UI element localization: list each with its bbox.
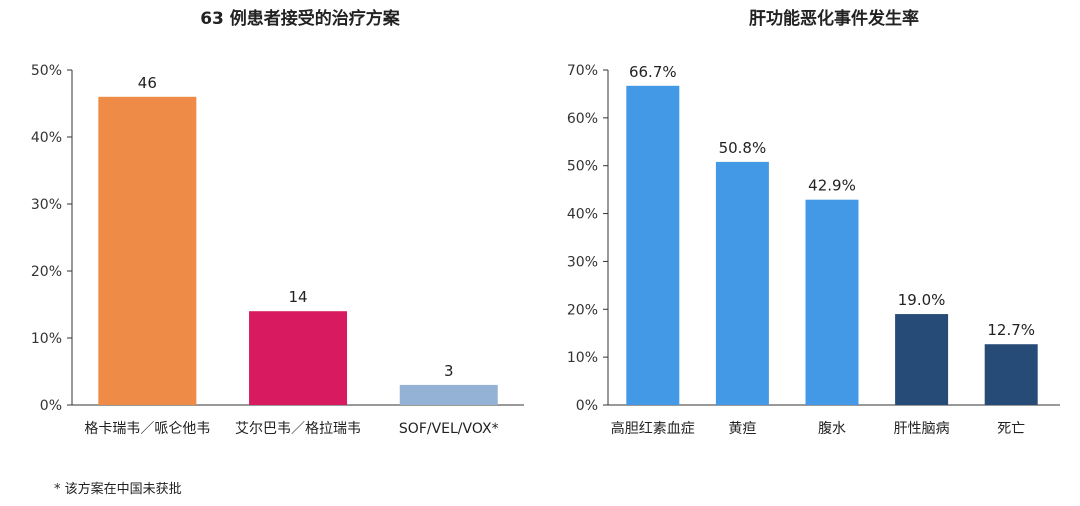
x-category-label: 高胆红素血症: [611, 420, 695, 437]
bar-value-label: 46: [138, 74, 157, 92]
x-category-label: 艾尔巴韦／格拉瑞韦: [235, 421, 361, 437]
bar: [98, 96, 197, 406]
y-tick-label: 40%: [567, 207, 598, 223]
y-tick-label: 40%: [31, 130, 62, 146]
bar: [249, 311, 348, 405]
bar-value-label: 42.9%: [808, 177, 856, 195]
x-category-label: SOF/VEL/VOX*: [399, 421, 499, 437]
y-tick-label: 60%: [567, 111, 598, 127]
bar: [626, 85, 680, 406]
y-tick-label: 10%: [31, 331, 62, 347]
x-category-label: 死亡: [997, 421, 1025, 437]
y-tick-label: 20%: [31, 264, 62, 280]
chart-title-liver-events: 肝功能恶化事件发生率: [749, 8, 919, 29]
bar: [805, 199, 859, 405]
y-tick-label: 30%: [31, 197, 62, 213]
bar-value-label: 19.0%: [898, 291, 946, 309]
x-category-label: 黄疸: [728, 420, 756, 437]
bar-value-label: 66.7%: [629, 63, 677, 81]
x-category-label: 腹水: [818, 420, 846, 437]
chart-title-treatment: 63 例患者接受的治疗方案: [200, 8, 401, 29]
y-tick-label: 20%: [567, 302, 598, 318]
y-tick-label: 0%: [576, 398, 598, 414]
charts-canvas: 63 例患者接受的治疗方案 肝功能恶化事件发生率 0%10%20%30%40%5…: [31, 8, 1060, 437]
footnote: * 该方案在中国未获批: [54, 482, 182, 497]
x-category-label: 肝性脑病: [894, 421, 950, 437]
bar-value-label: 12.7%: [987, 321, 1035, 339]
liver-events-bar-chart: 0% 10% 20% 30% 40% 50% 60% 70% 66.7% 高胆红素血症 50.8% 黄…: [567, 63, 1060, 437]
bar-value-label: 50.8%: [719, 139, 767, 157]
bar: [984, 344, 1038, 405]
bar: [895, 314, 949, 405]
bar-value-label: 14: [289, 288, 308, 306]
y-tick-label: 50%: [31, 63, 62, 79]
y-tick-label: 70%: [567, 63, 598, 79]
y-tick-label: 30%: [567, 254, 598, 270]
bar-value-label: 3: [444, 362, 454, 380]
bar: [715, 161, 769, 405]
x-category-label: 格卡瑞韦／哌仑他韦: [84, 420, 210, 437]
y-tick-label: 0%: [40, 398, 62, 414]
y-tick-label: 50%: [567, 159, 598, 175]
treatment-bar-chart: 0% 10% 20% 30% 40% 50% 46 格卡瑞韦／哌仑他韦 14 艾尔巴韦／格拉瑞韦 3…: [31, 63, 524, 437]
bar: [399, 384, 498, 405]
y-tick-label: 10%: [567, 350, 598, 366]
